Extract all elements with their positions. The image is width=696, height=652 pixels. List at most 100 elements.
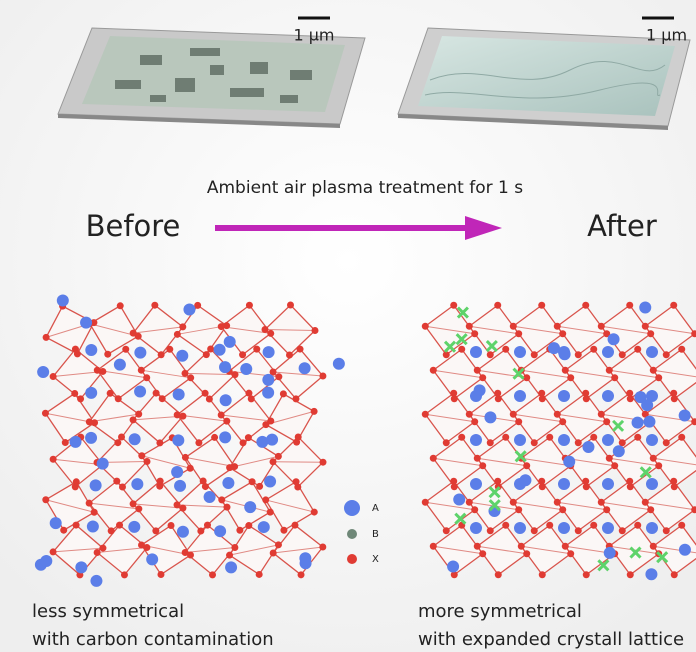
a-site [90, 574, 103, 587]
a-site [631, 416, 644, 429]
a-site [612, 445, 625, 458]
x-site [582, 395, 590, 403]
x-site [618, 439, 626, 447]
x-site [104, 350, 112, 358]
x-site [582, 477, 590, 485]
a-site [678, 409, 691, 422]
x-site [256, 482, 264, 490]
legend-marker [347, 529, 357, 539]
octahedron-edge [469, 325, 519, 335]
x-site [247, 395, 255, 403]
a-site [183, 303, 196, 316]
x-site [641, 498, 649, 506]
x-site [494, 571, 502, 579]
a-site [262, 373, 275, 386]
a-site [171, 465, 184, 478]
octahedron-edge [185, 456, 235, 468]
x-site [429, 366, 437, 374]
x-site [473, 542, 481, 550]
x-site [71, 389, 79, 397]
x-site [179, 323, 187, 331]
a-site [75, 561, 88, 574]
x-site [85, 499, 93, 507]
x-site [135, 410, 143, 418]
a-site [256, 435, 269, 448]
x-site [442, 439, 450, 447]
octahedron-edge [557, 413, 607, 423]
a-site [678, 543, 691, 556]
x-site [231, 543, 239, 551]
x-site [319, 372, 327, 380]
a-site [470, 522, 482, 534]
a-site [49, 517, 62, 530]
x-site [494, 389, 502, 397]
x-site [129, 416, 137, 424]
x-site [670, 477, 678, 485]
x-site [649, 542, 657, 550]
octahedron-edge [221, 414, 271, 422]
octahedron-edge [229, 544, 279, 556]
x-site [236, 526, 244, 534]
x-site [143, 544, 151, 552]
x-site [678, 345, 686, 353]
x-site [634, 433, 642, 441]
x-site [479, 462, 487, 470]
x-site [502, 345, 510, 353]
x-site [201, 389, 209, 397]
octahedron-edge [433, 545, 483, 555]
x-site [473, 454, 481, 462]
x-site [266, 508, 274, 516]
x-site [197, 527, 205, 535]
x-site [567, 550, 575, 558]
a-site [514, 346, 526, 358]
octahedron-edge [53, 547, 103, 553]
x-site [530, 439, 538, 447]
octahedron-edge [645, 501, 695, 511]
x-site [42, 496, 50, 504]
a-site [40, 555, 53, 568]
a-site [646, 390, 658, 402]
x-site [567, 374, 575, 382]
a-site [131, 478, 144, 491]
x-site [691, 418, 696, 426]
carbon-site [639, 466, 652, 479]
x-site [479, 374, 487, 382]
a-site [89, 479, 102, 492]
x-site [113, 477, 121, 485]
a-site [646, 434, 658, 446]
x-site [574, 439, 582, 447]
a-site [447, 560, 460, 573]
x-site [134, 332, 142, 340]
x-site [99, 544, 107, 552]
x-site [605, 454, 613, 462]
a-site [176, 525, 189, 538]
x-site [582, 571, 590, 579]
octahedron-edge [609, 369, 659, 379]
x-site [678, 433, 686, 441]
x-site [99, 367, 107, 375]
x-site [421, 498, 429, 506]
carbon-site [597, 559, 610, 572]
x-site [429, 454, 437, 462]
x-site [538, 571, 546, 579]
x-site [618, 527, 626, 535]
x-site [195, 439, 203, 447]
legend-marker [344, 500, 360, 516]
a-site [645, 568, 658, 581]
x-site [129, 329, 137, 337]
x-site [107, 527, 115, 535]
a-site [298, 362, 311, 375]
octahedron-edge [45, 499, 95, 513]
octahedron-edge [177, 504, 227, 508]
a-site [96, 457, 109, 470]
x-site [509, 410, 517, 418]
x-site [582, 389, 590, 397]
x-site [61, 439, 69, 447]
process-arrow [215, 216, 502, 240]
a-site [214, 525, 227, 538]
x-site [77, 395, 85, 403]
x-site [523, 374, 531, 382]
x-site [267, 417, 275, 425]
x-site [553, 322, 561, 330]
a-site [172, 434, 185, 447]
